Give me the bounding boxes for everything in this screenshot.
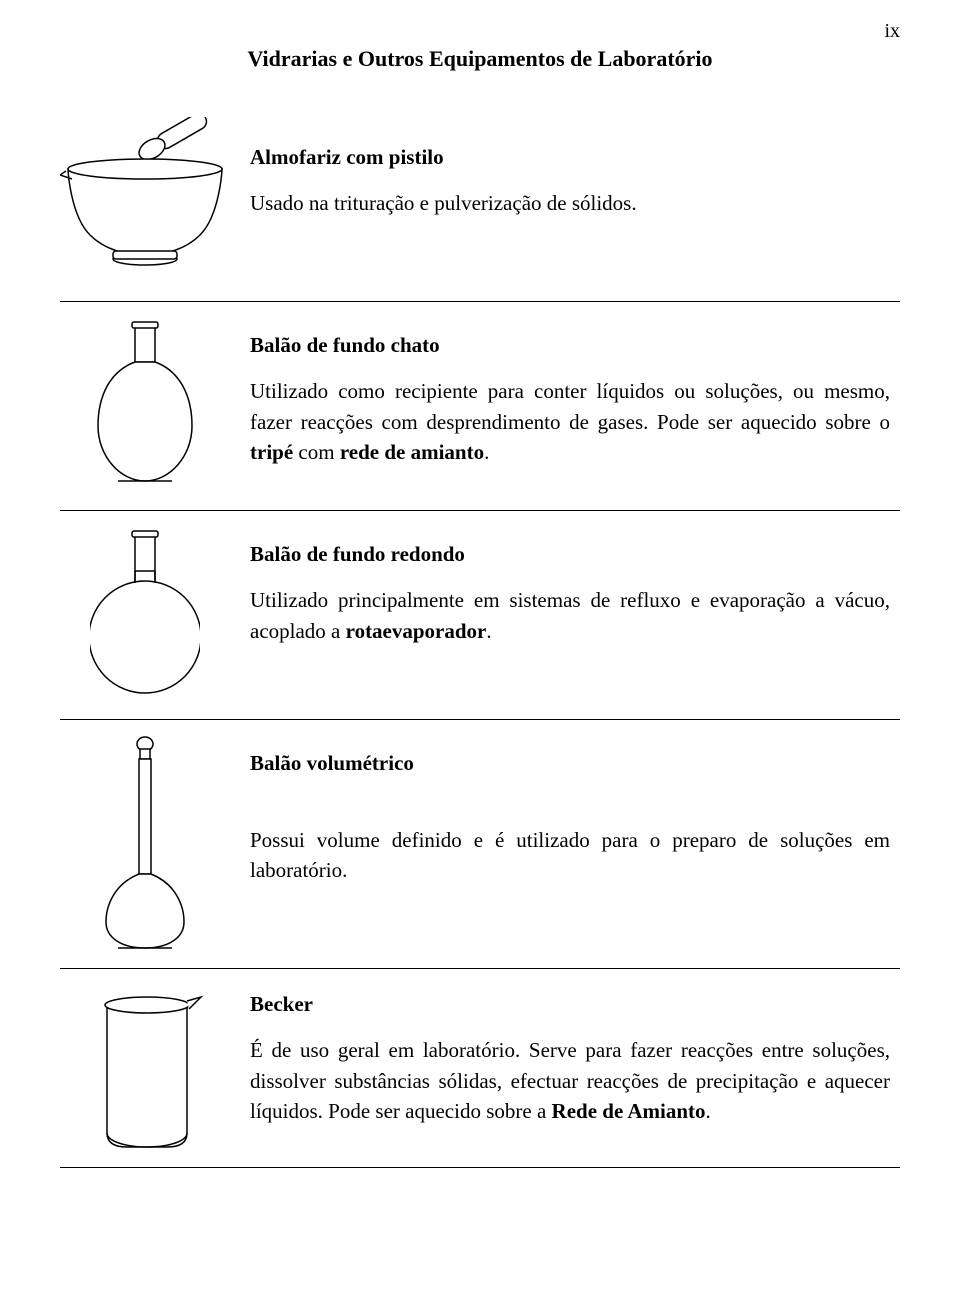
page-title: Vidrarias e Outros Equipamentos de Labor…: [60, 46, 900, 72]
illustration-beaker: [60, 983, 230, 1153]
illustration-volumetric-flask: [60, 734, 230, 954]
volumetric-flask-icon: [100, 734, 190, 954]
item-title: Almofariz com pistilo: [250, 142, 890, 172]
equipment-row: Almofariz com pistilo Usado na trituraçã…: [60, 112, 900, 302]
item-description: Utilizado como recipiente para conter lí…: [250, 376, 890, 467]
item-description: Possui volume definido e é utilizado par…: [250, 825, 890, 886]
illustration-mortar-pestle: [60, 112, 230, 272]
equipment-row: Balão de fundo redondo Utilizado princip…: [60, 511, 900, 720]
flat-bottom-flask-icon: [90, 316, 200, 496]
item-description: É de uso geral em laboratório. Serve par…: [250, 1035, 890, 1126]
equipment-row: Balão de fundo chato Utilizado como reci…: [60, 302, 900, 511]
item-description: Utilizado principalmente em sistemas de …: [250, 585, 890, 646]
item-title: Balão volumétrico: [250, 748, 890, 778]
equipment-row: Balão volumétrico Possui volume definido…: [60, 720, 900, 969]
item-description: Usado na trituração e pulverização de só…: [250, 188, 890, 218]
item-title: Balão de fundo redondo: [250, 539, 890, 569]
equipment-text: Balão volumétrico Possui volume definido…: [250, 734, 900, 900]
equipment-row: Becker É de uso geral em laboratório. Se…: [60, 969, 900, 1168]
equipment-text: Becker É de uso geral em laboratório. Se…: [250, 983, 900, 1141]
illustration-round-bottom-flask: [60, 525, 230, 705]
equipment-text: Balão de fundo chato Utilizado como reci…: [250, 316, 900, 482]
equipment-text: Almofariz com pistilo Usado na trituraçã…: [250, 112, 900, 233]
mortar-pestle-icon: [60, 117, 230, 267]
round-bottom-flask-icon: [90, 525, 200, 705]
equipment-text: Balão de fundo redondo Utilizado princip…: [250, 525, 900, 660]
illustration-flat-bottom-flask: [60, 316, 230, 496]
beaker-icon: [85, 983, 205, 1153]
item-title: Becker: [250, 989, 890, 1019]
page-number: ix: [884, 20, 900, 43]
item-title: Balão de fundo chato: [250, 330, 890, 360]
